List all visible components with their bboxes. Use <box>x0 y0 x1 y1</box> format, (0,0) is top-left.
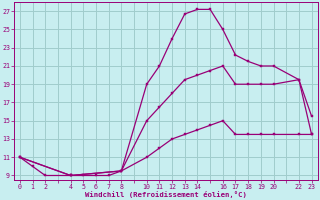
X-axis label: Windchill (Refroidissement éolien,°C): Windchill (Refroidissement éolien,°C) <box>85 191 247 198</box>
